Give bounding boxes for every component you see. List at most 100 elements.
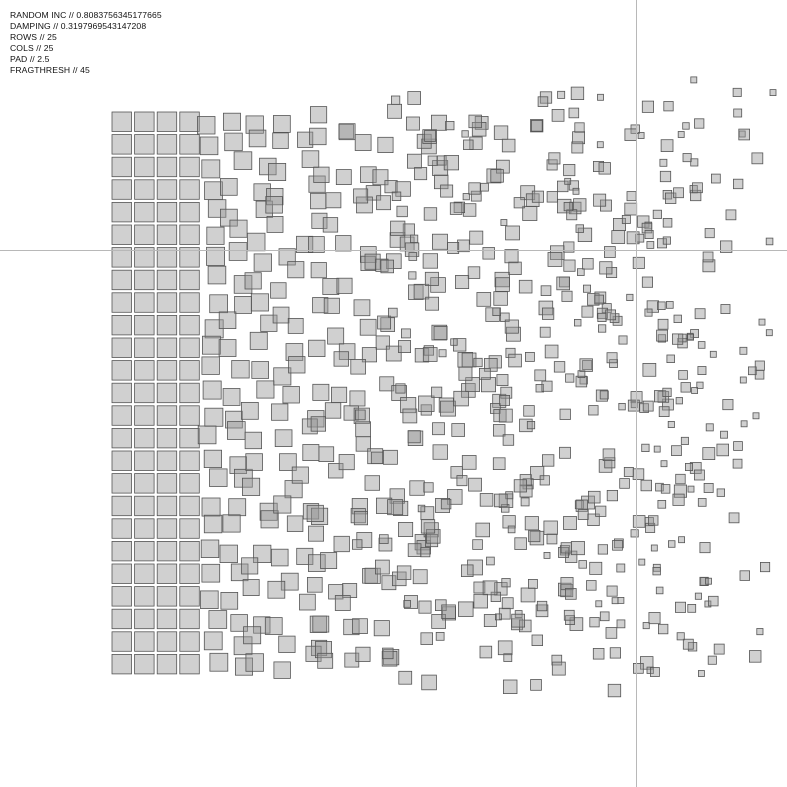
fragment-square — [396, 205, 408, 218]
grid-square — [134, 405, 155, 426]
param-damping: DAMPING // 0.3197969543147208 — [10, 21, 147, 31]
grid-square — [505, 225, 520, 241]
grid-square — [308, 236, 325, 253]
fragment-square — [546, 191, 558, 203]
grid-square — [111, 541, 132, 562]
grid-square — [355, 421, 372, 438]
grid-square — [197, 425, 217, 445]
grid-square — [548, 152, 561, 165]
grid-square — [560, 577, 574, 591]
grid-square — [443, 155, 460, 171]
grid-square — [179, 654, 200, 675]
grid-square — [201, 497, 221, 517]
grid-square — [421, 674, 437, 691]
grid-square — [504, 319, 519, 334]
grid-square — [111, 111, 132, 132]
grid-square — [531, 190, 544, 203]
grid-square — [288, 356, 306, 374]
fragment-square — [694, 308, 706, 320]
grid-square — [111, 201, 132, 223]
grid-square — [134, 473, 155, 494]
grid-square — [421, 138, 437, 155]
grid-square — [378, 537, 393, 552]
grid-square — [179, 292, 200, 313]
grid-square — [662, 387, 672, 398]
grid-square — [422, 129, 437, 144]
fragment-square — [505, 347, 516, 358]
grid-square — [111, 292, 132, 313]
grid-square — [134, 269, 155, 291]
fragment-square — [431, 386, 443, 398]
grid-square — [402, 408, 418, 424]
grid-square — [582, 360, 593, 371]
fragment-square — [563, 241, 575, 253]
fragment-square — [438, 349, 447, 358]
fragment-square — [572, 187, 580, 195]
grid-square — [156, 179, 178, 200]
grid-square — [111, 608, 132, 630]
param-pad: PAD // 2.5 — [10, 54, 50, 64]
fragment-square — [396, 565, 412, 580]
fragment-square — [382, 647, 394, 660]
grid-square — [334, 595, 351, 611]
grid-square — [134, 247, 155, 268]
grid-square — [586, 580, 597, 591]
grid-square — [430, 277, 446, 293]
fragment-square — [733, 441, 743, 451]
grid-square — [570, 541, 585, 556]
grid-square — [296, 547, 314, 565]
grid-square — [156, 541, 178, 562]
grid-square — [453, 390, 469, 407]
grid-square — [431, 233, 448, 250]
grid-square — [616, 619, 626, 629]
grid-square — [350, 358, 366, 375]
grid-square — [111, 269, 132, 291]
fragment-square — [705, 423, 714, 432]
grid-square — [156, 111, 178, 132]
fragment-square — [391, 191, 402, 202]
grid-square — [605, 627, 618, 639]
grid-square — [395, 181, 411, 197]
fragment-square — [612, 540, 623, 551]
grid-square — [662, 236, 671, 245]
grid-square — [343, 618, 360, 636]
fragment-square — [578, 560, 587, 569]
grid-square — [245, 453, 263, 471]
grid-square — [497, 640, 513, 656]
fragment-square — [575, 224, 584, 233]
grid-square — [492, 424, 506, 437]
grid-square — [156, 292, 178, 313]
grid-square — [111, 247, 132, 268]
grid-square — [568, 107, 580, 119]
fragment-square — [564, 177, 572, 185]
grid-square — [111, 563, 132, 584]
fragment-square — [589, 617, 600, 628]
grid-square — [228, 498, 247, 517]
grid-square — [707, 655, 717, 665]
grid-square — [240, 401, 259, 420]
fragment-square — [424, 129, 437, 142]
fragment-square — [420, 519, 436, 534]
grid-square — [656, 329, 668, 342]
fragment-square — [577, 268, 585, 276]
grid-square — [422, 347, 438, 362]
fragment-square — [370, 451, 384, 465]
grid-square — [641, 443, 650, 453]
fragment-square — [704, 228, 715, 239]
fragment-square — [595, 600, 603, 608]
fragment-square — [641, 100, 654, 113]
grid-square — [111, 156, 132, 178]
fragment-square — [400, 328, 411, 339]
grid-square — [156, 134, 178, 155]
grid-square — [179, 337, 200, 358]
grid-square — [598, 459, 613, 473]
grid-square — [335, 169, 352, 186]
grid-square — [479, 645, 493, 659]
grid-square — [245, 653, 264, 672]
grid-square — [308, 525, 325, 542]
fragment-square — [678, 536, 685, 544]
grid-square — [222, 514, 241, 533]
grid-square — [409, 480, 425, 496]
fragment-square — [637, 215, 650, 228]
grid-square — [447, 241, 460, 254]
